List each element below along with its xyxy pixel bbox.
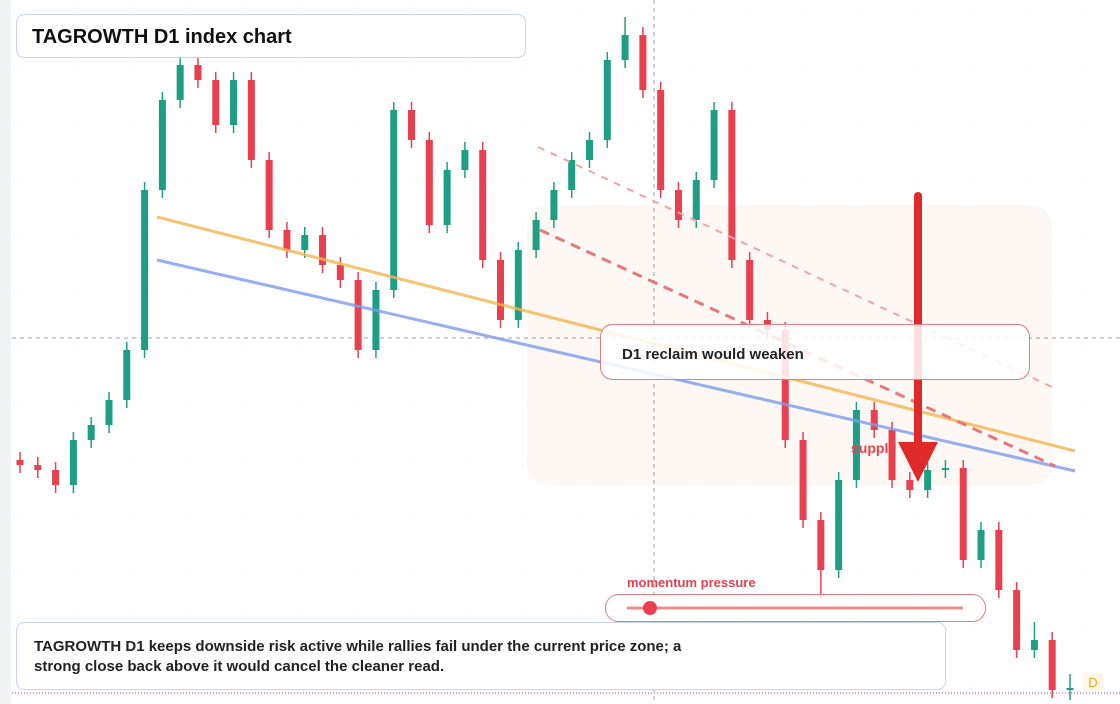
candle-body bbox=[746, 260, 754, 320]
trend-red-light bbox=[537, 146, 1053, 388]
candle-body bbox=[283, 230, 291, 250]
candle-body bbox=[835, 480, 843, 570]
candle-body bbox=[692, 180, 700, 220]
candle-body bbox=[52, 470, 60, 485]
candle-body bbox=[1030, 640, 1038, 650]
candles bbox=[16, 17, 1074, 700]
candle-body bbox=[479, 150, 487, 260]
candle-body bbox=[16, 460, 24, 465]
zone-box bbox=[600, 324, 1030, 380]
candle-body bbox=[639, 35, 647, 90]
candle-body bbox=[1013, 590, 1021, 650]
candle-body bbox=[959, 468, 967, 560]
candle-body bbox=[87, 425, 95, 440]
zone-label: D1 reclaim would weaken bbox=[622, 346, 804, 363]
candle-body bbox=[888, 430, 896, 480]
marker-box bbox=[1083, 673, 1103, 691]
candle-body bbox=[603, 60, 611, 140]
candle-body bbox=[354, 280, 362, 350]
arrow-head bbox=[898, 442, 938, 482]
candle-body bbox=[532, 220, 540, 250]
chart-title: TAGROWTH D1 index chart bbox=[32, 26, 292, 48]
candle-body bbox=[514, 250, 522, 320]
candle-body bbox=[852, 410, 860, 480]
left-strip bbox=[0, 0, 11, 704]
candle-body bbox=[941, 468, 949, 470]
candle-body bbox=[461, 150, 469, 170]
candle-body bbox=[924, 470, 932, 490]
candle-body bbox=[585, 140, 593, 160]
candle-body bbox=[443, 170, 451, 225]
candle-body bbox=[301, 235, 309, 250]
candle-body bbox=[674, 190, 682, 220]
candle-body bbox=[247, 80, 255, 160]
candle-body bbox=[123, 350, 131, 400]
candle-body bbox=[568, 160, 576, 190]
candle-body bbox=[194, 65, 202, 80]
candle-body bbox=[906, 480, 914, 490]
candle-body bbox=[781, 330, 789, 440]
candle-body bbox=[158, 100, 166, 190]
note: TAGROWTH D1 keeps downside risk active w… bbox=[34, 638, 682, 675]
momentum-knob bbox=[643, 601, 657, 615]
momentum-label: momentum pressure bbox=[627, 575, 756, 590]
trend-red-dashed bbox=[539, 228, 1056, 468]
candle-body bbox=[141, 190, 149, 350]
title-box bbox=[16, 14, 526, 58]
candle-body bbox=[408, 110, 416, 140]
candle-body bbox=[176, 65, 184, 100]
candle-body bbox=[621, 35, 629, 60]
candle-body bbox=[319, 235, 327, 265]
note-wrap: TAGROWTH D1 keeps downside risk active w… bbox=[34, 638, 682, 675]
candle-body bbox=[799, 440, 807, 520]
candle-body bbox=[372, 290, 380, 350]
supply-label: supply bbox=[851, 440, 896, 456]
candle-body bbox=[69, 440, 77, 485]
candle-body bbox=[336, 265, 344, 280]
candle-body bbox=[212, 80, 220, 125]
candle-body bbox=[34, 465, 42, 470]
candle-body bbox=[265, 160, 273, 230]
note-box bbox=[16, 622, 946, 690]
candle-body bbox=[657, 90, 665, 190]
candle-body bbox=[870, 410, 878, 430]
candle-body bbox=[1066, 688, 1074, 690]
candle-body bbox=[550, 190, 558, 220]
candle-body bbox=[977, 530, 985, 560]
candle-body bbox=[230, 80, 238, 125]
candle-body bbox=[817, 520, 825, 570]
candle-body bbox=[995, 530, 1003, 590]
candle-body bbox=[105, 400, 113, 425]
candle-body bbox=[710, 110, 718, 180]
candle-body bbox=[1048, 640, 1056, 690]
candle-body bbox=[728, 110, 736, 260]
candle-body bbox=[425, 140, 433, 225]
corner-marker: D bbox=[1088, 675, 1097, 690]
candle-body bbox=[390, 110, 398, 290]
candle-body bbox=[497, 260, 505, 320]
